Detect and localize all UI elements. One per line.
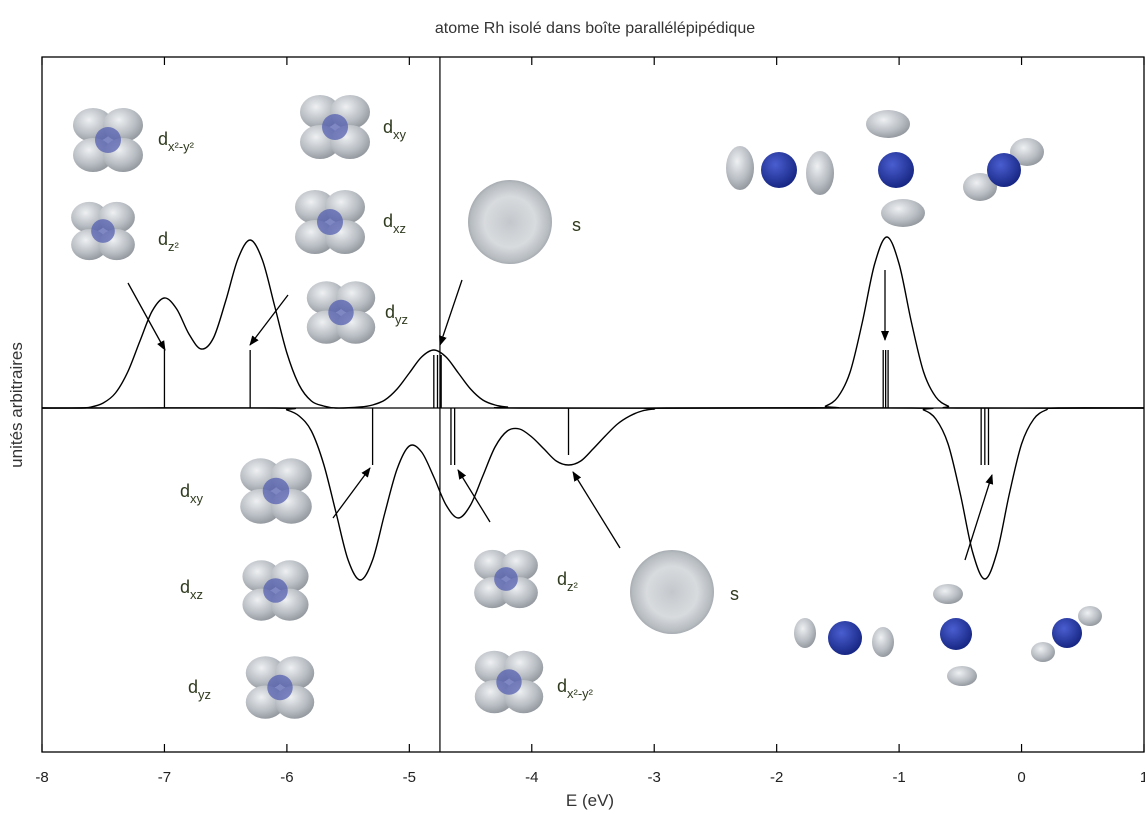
orbital-label: dyz xyxy=(385,302,408,327)
orbital-label-main: d xyxy=(557,676,567,696)
arrow xyxy=(332,467,371,519)
orbital-label-main: d xyxy=(557,569,567,589)
x-tick-label: -5 xyxy=(403,769,416,786)
orbital-label: dxy xyxy=(180,481,204,506)
x-axis-label: E (eV) xyxy=(566,791,614,810)
x-tick-label: -6 xyxy=(280,769,293,786)
atom xyxy=(1052,618,1082,648)
x-tick-label: -3 xyxy=(648,769,661,786)
orbital-icon xyxy=(71,201,135,261)
y-axis-label: unités arbitraires xyxy=(7,342,26,468)
orbital-label-sub: z² xyxy=(168,239,180,254)
orbital-label-sub: xz xyxy=(190,587,203,602)
arrow xyxy=(249,294,289,346)
orbital-label: dz² xyxy=(158,229,180,254)
orbital-label-main: s xyxy=(572,215,581,235)
x-tick-label: -7 xyxy=(158,769,171,786)
orbital-label-main: d xyxy=(383,117,393,137)
lobe xyxy=(947,666,977,686)
atom xyxy=(878,152,914,188)
orbital-icon xyxy=(242,560,309,621)
x-tick-label: -4 xyxy=(525,769,538,786)
orbital-label: dyz xyxy=(188,677,211,702)
orbital-icon xyxy=(240,458,312,524)
s-orbital-icon xyxy=(468,180,552,264)
atom xyxy=(987,153,1021,187)
lobe xyxy=(794,618,816,648)
orbital-label: dxz xyxy=(180,577,203,602)
orbital-label-sub: x²-y² xyxy=(567,686,594,701)
orbital-label-main: d xyxy=(385,302,395,322)
arrow xyxy=(127,282,166,351)
lobe xyxy=(866,110,910,138)
orbital-icon xyxy=(474,650,544,714)
orbital-label-sub: xy xyxy=(393,127,407,142)
orbital-label-main: d xyxy=(180,481,190,501)
orbital-label: s xyxy=(572,215,581,235)
x-tick-label: 0 xyxy=(1017,769,1025,786)
atom xyxy=(940,618,972,650)
lobe xyxy=(1031,642,1055,662)
x-tick-label: -1 xyxy=(892,769,905,786)
orbital-icon xyxy=(306,281,376,344)
orbital-label-main: d xyxy=(158,129,168,149)
orbital-label-sub: xy xyxy=(190,491,204,506)
lobe xyxy=(726,146,754,190)
dos-curve xyxy=(41,236,1145,409)
arrow xyxy=(964,474,994,561)
chart-title: atome Rh isolé dans boîte parallélépipéd… xyxy=(435,20,755,37)
orbital-label: dz² xyxy=(557,569,579,594)
orbital-label: dxy xyxy=(383,117,407,142)
lobe xyxy=(1010,138,1044,166)
lobe xyxy=(872,627,894,657)
orbital-icon xyxy=(73,108,143,172)
arrow xyxy=(457,469,491,523)
lobe xyxy=(963,173,997,201)
orbital-label: dx²-y² xyxy=(158,129,195,154)
orbital-label-sub: x²-y² xyxy=(168,139,195,154)
atom xyxy=(828,621,862,655)
s-orbital-icon xyxy=(630,550,714,634)
orbital-label-sub: xz xyxy=(393,221,406,236)
orbital-label-main: d xyxy=(383,211,393,231)
orbital-illustrations xyxy=(71,95,1102,719)
lobe xyxy=(1078,606,1102,626)
orbital-label: dx²-y² xyxy=(557,676,594,701)
arrows xyxy=(127,270,994,561)
lobe xyxy=(881,199,925,227)
x-tick-label: -8 xyxy=(35,769,48,786)
lobe xyxy=(933,584,963,604)
atom xyxy=(761,152,797,188)
plot-frame xyxy=(41,56,1145,753)
orbital-icon xyxy=(295,190,365,254)
arrow xyxy=(572,471,621,549)
orbital-label-sub: yz xyxy=(395,312,408,327)
orbital-icon xyxy=(300,95,370,159)
lobe xyxy=(806,151,834,195)
orbital-icon xyxy=(474,549,538,609)
orbital-label: s xyxy=(730,584,739,604)
dos-curve xyxy=(41,407,1145,581)
orbital-label-main: d xyxy=(158,229,168,249)
orbital-label-main: d xyxy=(180,577,190,597)
x-tick-label: 1 xyxy=(1140,769,1145,786)
x-tick-label: -2 xyxy=(770,769,783,786)
orbital-label: dxz xyxy=(383,211,406,236)
orbital-icon xyxy=(245,656,315,719)
orbital-label-main: d xyxy=(188,677,198,697)
orbital-label-sub: z² xyxy=(567,579,579,594)
arrow xyxy=(439,279,463,346)
orbital-label-sub: yz xyxy=(198,687,211,702)
orbital-label-main: s xyxy=(730,584,739,604)
